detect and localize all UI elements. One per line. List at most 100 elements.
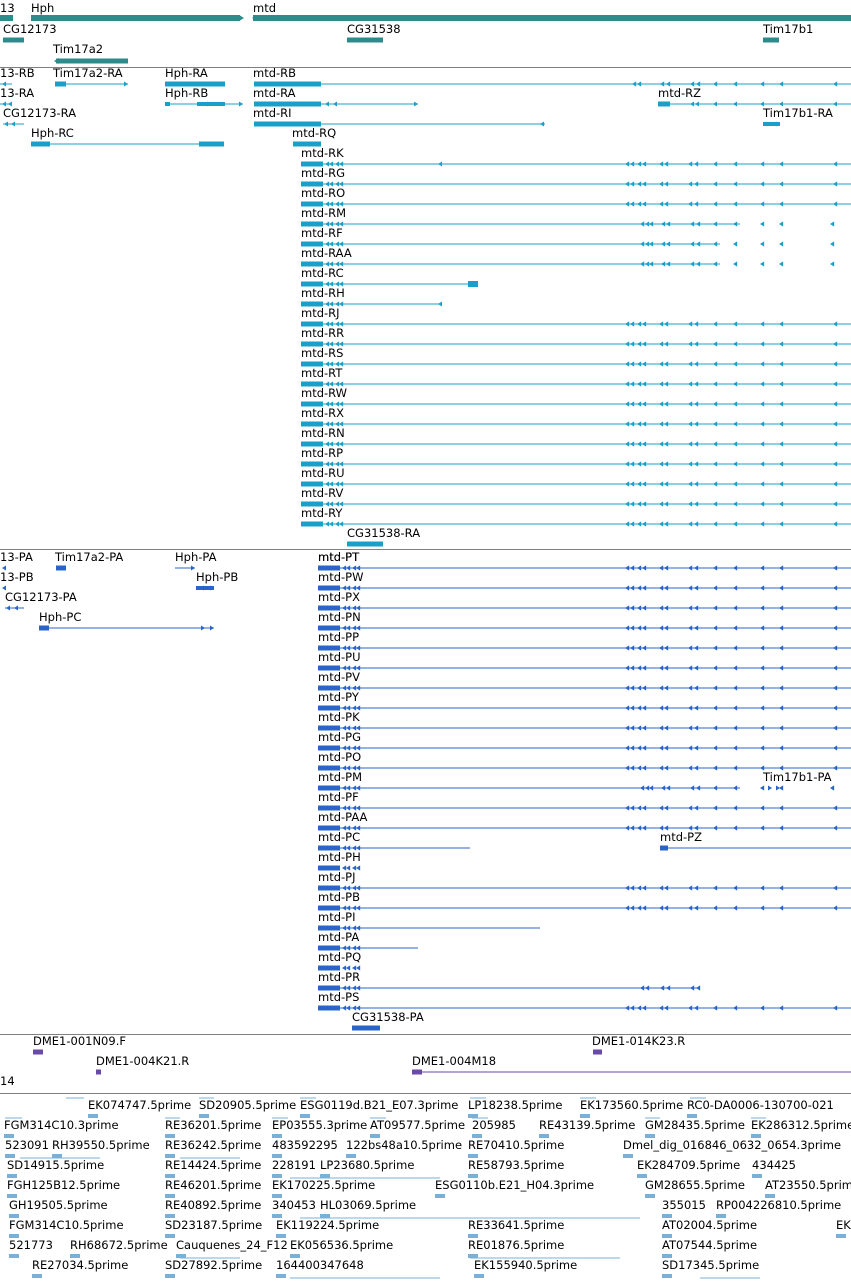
feature-label[interactable]: Hph-PB: [196, 570, 239, 584]
feature-label[interactable]: RH39550.5prime: [52, 1138, 150, 1152]
feature-label[interactable]: 483592295: [272, 1138, 338, 1152]
feature-label[interactable]: mtd-RAA: [301, 246, 352, 260]
feature-label[interactable]: RE70410.5prime: [468, 1138, 565, 1152]
feature-label[interactable]: 13: [0, 1, 15, 15]
feature-label[interactable]: EK286312.5prime: [751, 1118, 851, 1132]
feature-label[interactable]: mtd-RT: [301, 366, 343, 380]
feature-label[interactable]: mtd-RI: [253, 106, 292, 120]
feature-label[interactable]: RH68672.5prime: [70, 1238, 168, 1252]
feature-label[interactable]: mtd-RJ: [301, 306, 340, 320]
feature-label[interactable]: mtd-RC: [301, 266, 344, 280]
feature-label[interactable]: ESG0110b.E21_H04.3prime: [435, 1178, 595, 1192]
feature-label[interactable]: mtd-RX: [301, 406, 345, 420]
feature-label[interactable]: mtd-PJ: [318, 870, 356, 884]
feature-label[interactable]: DME1-004M18: [412, 1054, 497, 1068]
feature-label[interactable]: SD27892.5prime: [165, 1258, 263, 1272]
feature-label[interactable]: 523091: [5, 1138, 49, 1152]
feature-label[interactable]: 340453: [272, 1198, 316, 1212]
feature-label[interactable]: GM28655.5prime: [645, 1178, 745, 1192]
feature-label[interactable]: EK074747.5prime: [88, 1098, 192, 1112]
feature-label[interactable]: mtd-PP: [318, 630, 360, 644]
feature-label[interactable]: RE36242.5prime: [165, 1138, 262, 1152]
feature-label[interactable]: ESG0119d.B21_E07.3prime: [300, 1098, 459, 1112]
feature-label[interactable]: mtd-PT: [318, 550, 360, 564]
feature-label[interactable]: SD20905.5prime: [199, 1098, 297, 1112]
feature-label[interactable]: SD17345.5prime: [662, 1258, 760, 1272]
feature-label[interactable]: RE43139.5prime: [539, 1118, 636, 1132]
feature-label[interactable]: AT09577.5prime: [370, 1118, 466, 1132]
feature-label[interactable]: mtd-PI: [318, 910, 356, 924]
feature-label[interactable]: EP03555.3prime: [272, 1118, 368, 1132]
feature-label[interactable]: AT23550.5prime: [765, 1178, 851, 1192]
feature-label[interactable]: AT07544.5prime: [662, 1238, 758, 1252]
feature-label[interactable]: mtd-RR: [301, 326, 345, 340]
feature-label[interactable]: mtd-RA: [253, 86, 296, 100]
feature-label[interactable]: Hph-PA: [175, 550, 217, 564]
feature-label[interactable]: mtd-RV: [301, 486, 344, 500]
feature-label[interactable]: LP23680.5prime: [320, 1158, 415, 1172]
feature-label[interactable]: mtd-RM: [301, 206, 347, 220]
feature-label[interactable]: 122bs48a10.5prime: [346, 1138, 463, 1152]
feature-label[interactable]: mtd-RK: [301, 146, 344, 160]
feature-label[interactable]: EK284709.5prime: [637, 1158, 741, 1172]
feature-label[interactable]: EK119224.5prime: [276, 1218, 380, 1232]
feature-label[interactable]: RE14424.5prime: [165, 1158, 262, 1172]
feature-label[interactable]: Tim17b1-RA: [763, 106, 833, 120]
feature-label[interactable]: mtd-PV: [318, 670, 360, 684]
feature-label[interactable]: mtd-PH: [318, 850, 361, 864]
feature-label[interactable]: CG31538-RA: [347, 526, 421, 540]
feature-label[interactable]: CG31538-PA: [352, 1010, 424, 1024]
feature-label[interactable]: Cauquenes_24_F12: [176, 1238, 288, 1252]
feature-label[interactable]: mtd-PU: [318, 650, 361, 664]
feature-label[interactable]: mtd-RS: [301, 346, 344, 360]
feature-label[interactable]: mtd-PZ: [660, 830, 702, 844]
feature-label[interactable]: Tim17a2-RA: [53, 66, 123, 80]
feature-label[interactable]: GH19505.5prime: [9, 1198, 108, 1212]
feature-label[interactable]: mtd-RP: [301, 446, 344, 460]
feature-label[interactable]: 14: [0, 1074, 15, 1088]
feature-label[interactable]: mtd-RH: [301, 286, 345, 300]
feature-label[interactable]: RE33641.5prime: [468, 1218, 565, 1232]
feature-label[interactable]: SD14915.5prime: [7, 1158, 105, 1172]
feature-label[interactable]: SD23187.5prime: [165, 1218, 263, 1232]
feature-label[interactable]: DME1-001N09.F: [33, 1034, 126, 1048]
feature-label[interactable]: mtd-PW: [318, 570, 364, 584]
feature-label[interactable]: mtd-PS: [318, 990, 360, 1004]
feature-label[interactable]: mtd-PY: [318, 690, 359, 704]
feature-label[interactable]: mtd-PF: [318, 790, 359, 804]
feature-label[interactable]: mtd-PG: [318, 730, 362, 744]
feature-label[interactable]: 13-RA: [0, 86, 35, 100]
feature-label[interactable]: CG31538: [347, 22, 401, 36]
feature-label[interactable]: FGM314C10.3prime: [4, 1118, 119, 1132]
feature-label[interactable]: mtd-RO: [301, 186, 346, 200]
feature-label[interactable]: 164400347648: [276, 1258, 364, 1272]
feature-label[interactable]: mtd-PT: [318, 550, 360, 564]
feature-label[interactable]: 205985: [472, 1118, 516, 1132]
feature-label[interactable]: Hph: [31, 1, 55, 15]
feature-label[interactable]: 228191: [272, 1158, 316, 1172]
feature-label[interactable]: RE01876.5prime: [468, 1238, 565, 1252]
feature-label[interactable]: EK170225.5prime: [272, 1178, 376, 1192]
feature-label[interactable]: DME1-014K23.R: [592, 1034, 686, 1048]
feature-label[interactable]: AT02004.5prime: [662, 1218, 758, 1232]
feature-label[interactable]: mtd-PR: [318, 970, 361, 984]
feature-label[interactable]: mtd-PAA: [318, 810, 368, 824]
feature-label[interactable]: mtd-RN: [301, 426, 345, 440]
feature-label[interactable]: mtd-PQ: [318, 950, 362, 964]
feature-label[interactable]: EK155940.5prime: [474, 1258, 578, 1272]
feature-label[interactable]: mtd-RZ: [658, 86, 702, 100]
feature-label[interactable]: RE36201.5prime: [165, 1118, 262, 1132]
feature-label[interactable]: Hph-RB: [165, 86, 209, 100]
feature-label[interactable]: HL03069.5prime: [320, 1198, 417, 1212]
feature-label[interactable]: 434425: [752, 1158, 796, 1172]
feature-label[interactable]: mtd-PK: [318, 710, 360, 724]
feature-label[interactable]: mtd-RG: [301, 166, 346, 180]
feature-label[interactable]: RE27034.5prime: [32, 1258, 129, 1272]
feature-label[interactable]: EK: [836, 1218, 851, 1232]
feature-label[interactable]: RC0-DA0006-130700-021: [687, 1098, 834, 1112]
feature-label[interactable]: mtd-RU: [301, 466, 345, 480]
feature-label[interactable]: CG12173: [3, 22, 57, 36]
feature-label[interactable]: mtd-PC: [318, 830, 361, 844]
feature-label[interactable]: mtd-PX: [318, 590, 360, 604]
feature-label[interactable]: 521773: [9, 1238, 53, 1252]
